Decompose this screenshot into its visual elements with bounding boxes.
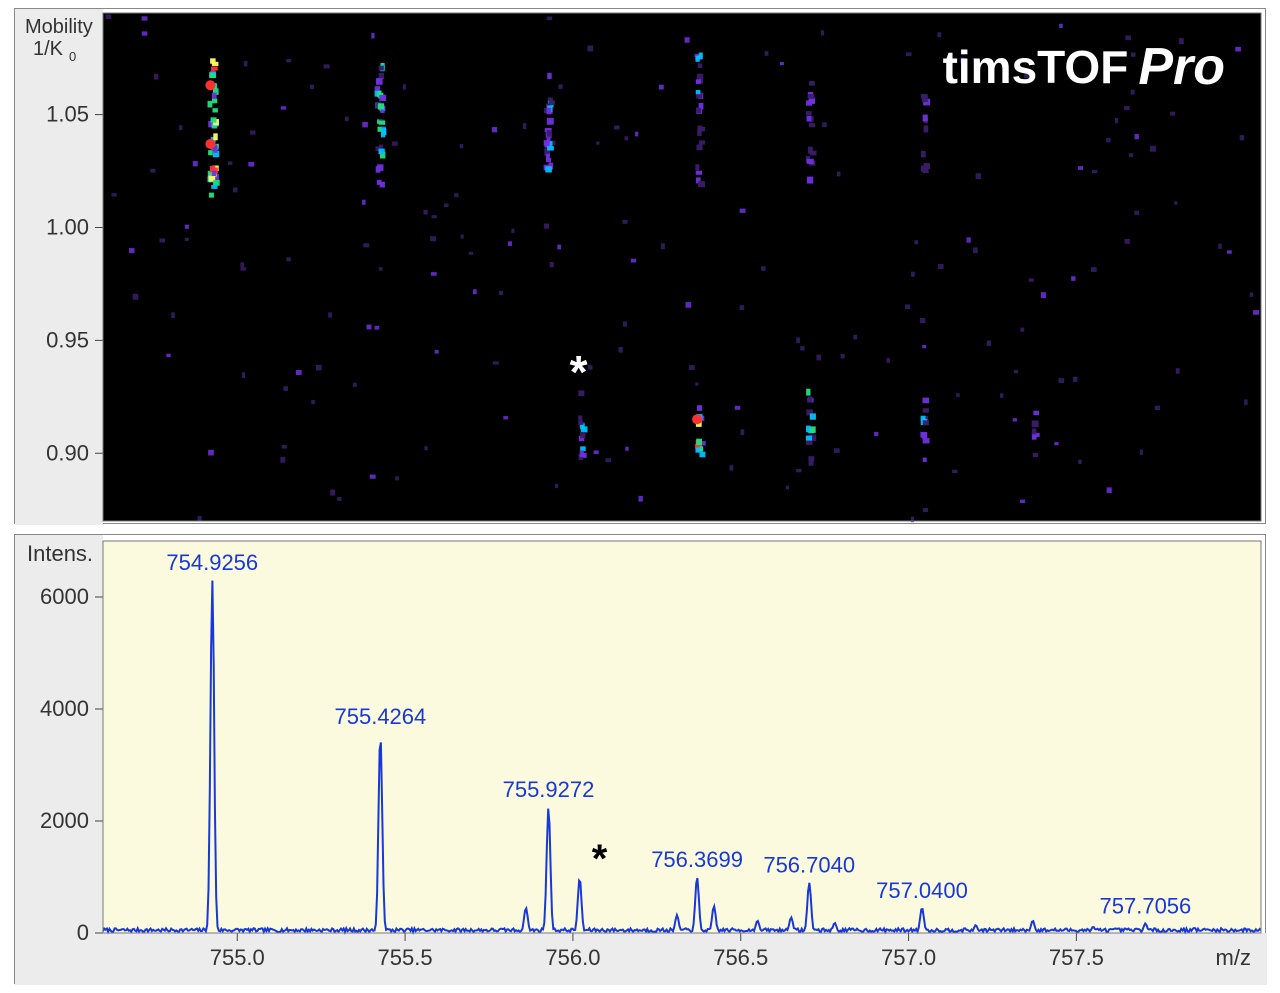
mobilogram-svg[interactable]: 0.90 0.95 1.00 1.05 Mobility1/K 0 (15, 9, 1267, 525)
svg-text:1/K: 1/K (33, 38, 64, 60)
svg-text:757.5: 757.5 (1049, 945, 1104, 970)
svg-text:2000: 2000 (40, 808, 89, 833)
svg-text:757.0: 757.0 (881, 945, 936, 970)
svg-text:4000: 4000 (40, 696, 89, 721)
svg-text:756.5: 756.5 (713, 945, 768, 970)
svg-text:0: 0 (77, 920, 89, 945)
svg-text:757.7056: 757.7056 (1100, 893, 1192, 918)
svg-text:756.7040: 756.7040 (763, 853, 855, 878)
svg-text:0.95: 0.95 (46, 327, 89, 352)
svg-text:756.0: 756.0 (545, 945, 600, 970)
svg-text:755.4264: 755.4264 (335, 704, 427, 729)
svg-text:757.0400: 757.0400 (876, 878, 968, 903)
svg-text:6000: 6000 (40, 584, 89, 609)
svg-text:0: 0 (69, 49, 76, 64)
svg-text:755.9272: 755.9272 (503, 777, 595, 802)
spectrum-svg[interactable]: 0 2000 4000 6000 Intens. 755.0 755.5 756.0 756.5… (15, 535, 1267, 985)
svg-text:Mobility: Mobility (25, 16, 93, 38)
svg-text:Intens.: Intens. (27, 541, 93, 566)
mobilogram-panel: 0.900.951.001.05Mobility1/K0 timsTOF Pro… (14, 8, 1266, 524)
spectrum-panel: 0 2000 4000 6000 Intens. 755.0 755.5 756.0 756.5… (14, 534, 1266, 984)
svg-text:1.05: 1.05 (46, 102, 89, 127)
svg-text:m/z: m/z (1216, 945, 1251, 970)
svg-text:1.00: 1.00 (46, 214, 89, 239)
svg-text:756.3699: 756.3699 (651, 847, 743, 872)
svg-text:0.90: 0.90 (46, 440, 89, 465)
svg-text:755.0: 755.0 (210, 945, 265, 970)
svg-text:755.5: 755.5 (378, 945, 433, 970)
svg-text:754.9256: 754.9256 (166, 550, 258, 575)
